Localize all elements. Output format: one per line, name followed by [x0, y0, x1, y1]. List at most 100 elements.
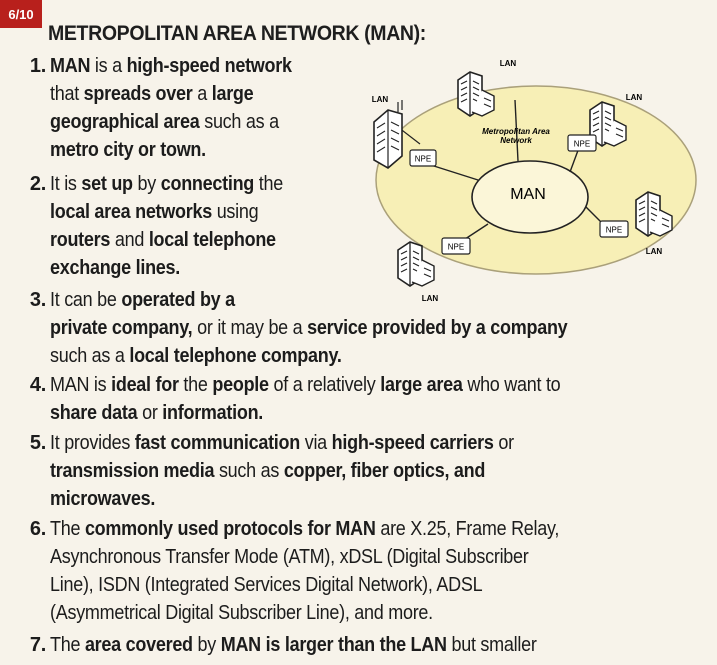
ring-label: Metropolitan Area: [482, 127, 550, 136]
bold-phrase: exchange lines.: [50, 257, 181, 279]
text-phrase: or it may be a: [192, 317, 308, 339]
text-phrase: but smaller: [446, 634, 537, 656]
text-line: private company, or it may be a service …: [50, 314, 568, 342]
text-line: The commonly used protocols for MAN are …: [50, 515, 559, 543]
item-number: 5.: [29, 432, 46, 454]
bold-phrase: copper, fiber optics, and: [283, 460, 486, 482]
bold-phrase: ideal for: [111, 374, 179, 396]
text-line: Asynchronous Transfer Mode (ATM), xDSL (…: [50, 543, 559, 571]
bold-phrase: large: [211, 83, 254, 105]
text-phrase: It provides: [50, 432, 135, 454]
skyscraper-icon: [373, 100, 403, 169]
text-line: share data or information.: [50, 399, 560, 427]
lan-label: LAN: [626, 93, 643, 102]
text-line: (Asymmetrical Digital Subscriber Line), …: [50, 599, 559, 627]
text-phrase: by: [132, 173, 161, 195]
page-badge: 6/10: [0, 0, 42, 28]
text-line: exchange lines.: [50, 254, 283, 282]
npe-label: NPE: [606, 226, 622, 235]
text-phrase: who want to: [462, 374, 561, 396]
bold-phrase: service provided by a company: [307, 317, 568, 339]
text-phrase: The: [50, 634, 85, 656]
text-phrase: such as a: [199, 111, 279, 133]
text-line: MAN is ideal for the people of a relativ…: [50, 371, 561, 399]
text-phrase: It can be: [50, 289, 122, 311]
text-line: It is set up by connecting the: [50, 170, 283, 198]
text-phrase: Line), ISDN (Integrated Services Digital…: [50, 574, 483, 596]
bold-phrase: large area: [380, 374, 463, 396]
bold-phrase: high-speed carriers: [331, 432, 494, 454]
npe-label: NPE: [574, 140, 590, 149]
npe-box: [599, 220, 629, 238]
bold-phrase: connecting: [160, 173, 255, 195]
item-number: 6.: [29, 518, 46, 540]
bold-phrase: microwaves.: [50, 488, 156, 510]
lan-label: LAN: [422, 294, 439, 303]
bold-phrase: high-speed network: [126, 55, 292, 77]
text-phrase: via: [299, 432, 332, 454]
text-phrase: It is: [50, 173, 82, 195]
bold-phrase: people: [212, 374, 269, 396]
item-text: It provides fast communication via high-…: [50, 429, 514, 513]
text-line: such as a local telephone company.: [50, 342, 567, 370]
text-phrase: the: [178, 374, 213, 396]
text-line: It can be operated by a: [50, 286, 567, 314]
text-phrase: or: [493, 432, 514, 454]
bold-phrase: metro city or town.: [50, 139, 206, 161]
text-phrase: is a: [90, 55, 127, 77]
text-phrase: using: [211, 201, 259, 223]
bold-phrase: local area networks: [50, 201, 212, 223]
bold-phrase: routers: [50, 229, 111, 251]
text-line: local area networks using: [50, 198, 283, 226]
npe-box: [441, 237, 471, 255]
text-phrase: or: [137, 402, 163, 424]
bold-phrase: MAN is larger than the LAN: [220, 634, 447, 656]
man-ring: [471, 160, 589, 234]
text-phrase: that: [50, 83, 84, 105]
bold-phrase: area covered: [84, 634, 193, 656]
bold-phrase: private company,: [50, 317, 193, 339]
text-phrase: by: [192, 634, 221, 656]
man-center-label: MAN: [510, 186, 546, 203]
text-line: geographical area such as a: [50, 108, 292, 136]
item-number: 1.: [29, 55, 46, 77]
text-line: It provides fast communication via high-…: [50, 429, 514, 457]
bold-phrase: spreads over: [83, 83, 193, 105]
text-phrase: such as: [214, 460, 284, 482]
item-text: MAN is ideal for the people of a relativ…: [50, 371, 561, 427]
bold-phrase: fast communication: [134, 432, 300, 454]
item-text: The commonly used protocols for MAN are …: [50, 515, 559, 627]
npe-label: NPE: [415, 155, 431, 164]
bold-phrase: local telephone: [148, 229, 276, 251]
item-number: 4.: [29, 374, 46, 396]
item-number: 7.: [29, 634, 46, 656]
text-phrase: are X.25, Frame Relay,: [375, 518, 560, 540]
item-text: It can be operated by a private company, …: [50, 286, 568, 370]
npe-label: NPE: [448, 243, 464, 252]
text-line: metro city or town.: [50, 136, 292, 164]
text-phrase: of a relatively: [268, 374, 381, 396]
npe-box: [409, 149, 437, 167]
ring-label: Network: [500, 136, 532, 145]
npe-box: [567, 134, 597, 152]
bold-phrase: geographical area: [50, 111, 200, 133]
text-line: routers and local telephone: [50, 226, 283, 254]
text-line: transmission media such as copper, fiber…: [50, 457, 514, 485]
text-phrase: the: [254, 173, 284, 195]
lan-label: LAN: [372, 95, 389, 104]
bold-phrase: operated by a: [121, 289, 235, 311]
text-phrase: and: [110, 229, 149, 251]
bold-phrase: information.: [162, 402, 264, 424]
bold-phrase: share data: [50, 402, 138, 424]
text-phrase: Asynchronous Transfer Mode (ATM), xDSL (…: [50, 546, 529, 568]
page-title: METROPOLITAN AREA NETWORK (MAN):: [48, 22, 426, 45]
text-line: Line), ISDN (Integrated Services Digital…: [50, 571, 559, 599]
text-line: MAN is a high-speed network: [50, 52, 292, 80]
bold-phrase: MAN: [50, 55, 91, 77]
bold-phrase: local telephone company.: [129, 345, 342, 367]
item-number: 3.: [29, 289, 46, 311]
text-line: The area covered by MAN is larger than t…: [50, 631, 537, 659]
lan-label: LAN: [646, 247, 663, 256]
building-icon: [457, 71, 495, 117]
bold-phrase: set up: [81, 173, 133, 195]
